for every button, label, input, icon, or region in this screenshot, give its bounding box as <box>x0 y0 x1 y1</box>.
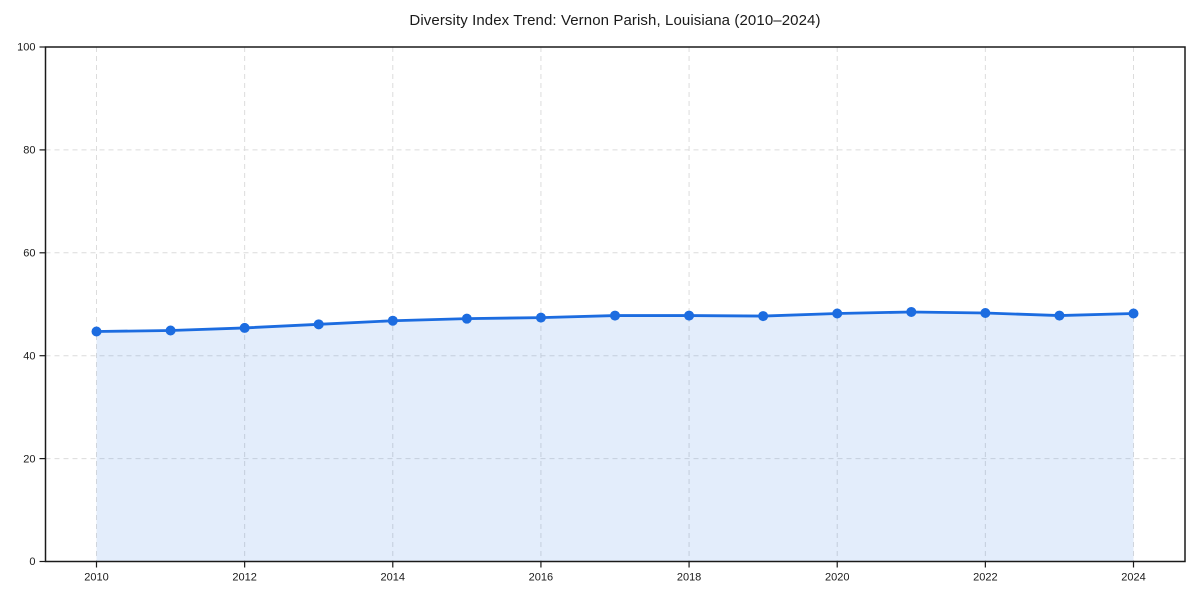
area-fill <box>96 311 1134 562</box>
data-point-marker <box>684 310 695 321</box>
data-point-marker <box>535 312 546 323</box>
y-axis-tick-label: 0 <box>29 556 35 568</box>
x-axis-tick-label: 2020 <box>825 572 849 584</box>
y-axis-tick-label: 40 <box>23 350 35 362</box>
x-axis-tick-label: 2018 <box>677 572 701 584</box>
x-axis-tick-label: 2010 <box>84 572 108 584</box>
y-axis-tick-label: 80 <box>23 145 35 157</box>
data-point-marker <box>758 311 769 322</box>
data-point-marker <box>610 310 620 321</box>
x-axis-tick-label: 2024 <box>1121 572 1145 584</box>
data-point-marker <box>387 315 398 326</box>
data-point-marker <box>91 326 102 337</box>
data-point-marker <box>906 306 917 317</box>
x-axis-tick-label: 2022 <box>973 572 997 584</box>
data-point-marker <box>165 325 176 336</box>
chart-title: Diversity Index Trend: Vernon Parish, Lo… <box>409 12 821 29</box>
y-axis-tick-label: 100 <box>17 42 35 54</box>
data-point-marker <box>1128 308 1139 319</box>
x-axis-tick-label: 2012 <box>232 572 256 584</box>
data-point-marker <box>980 307 991 318</box>
y-axis-tick-label: 60 <box>23 248 35 260</box>
x-axis-tick-label: 2014 <box>381 572 405 584</box>
data-point-marker <box>1054 310 1065 321</box>
data-point-marker <box>239 322 250 333</box>
y-axis-tick-label: 20 <box>23 453 35 465</box>
data-point-marker <box>832 308 843 319</box>
x-axis-tick-label: 2016 <box>529 572 553 584</box>
data-point-marker <box>313 319 324 330</box>
axis-spines <box>44 46 1186 563</box>
data-point-marker <box>461 313 472 324</box>
